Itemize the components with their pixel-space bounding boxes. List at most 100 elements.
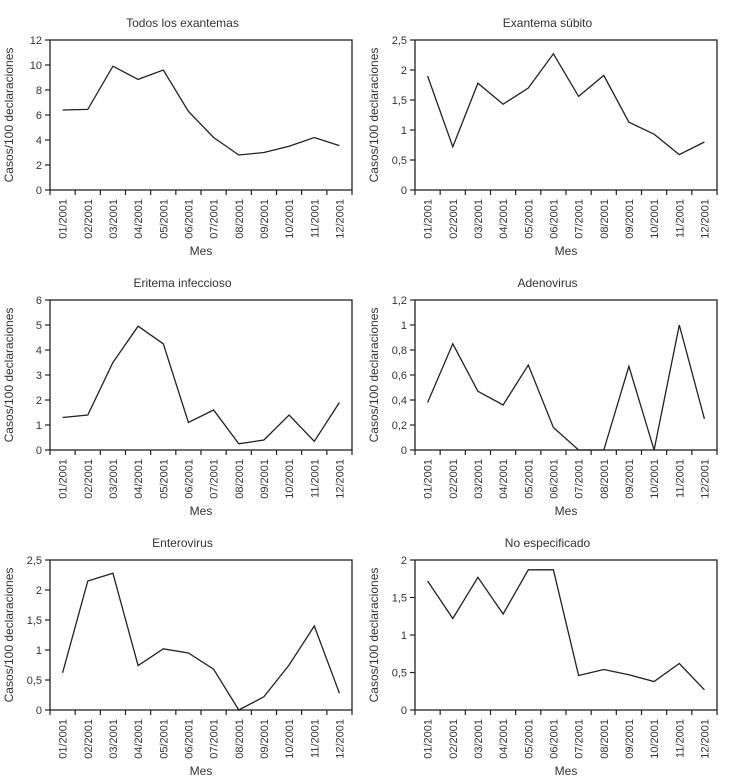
y-tick-label: 2 xyxy=(36,585,42,597)
x-tick-label: 03/2001 xyxy=(108,459,120,499)
y-tick-label: 10 xyxy=(30,60,42,72)
chart-title: Adenovirus xyxy=(517,276,578,290)
x-tick-label: 02/2001 xyxy=(83,459,95,499)
y-axis-title: Casos/100 declaraciones xyxy=(2,48,16,183)
y-tick-label: 1,5 xyxy=(392,593,407,605)
line-chart-exantema-subito: 0 0,5 1 1,5 2 2,5 01/2001 02/2001 03/2001 04/2001… xyxy=(367,35,718,258)
line-chart-adenovirus: 0 0,2 0,4 0,6 0,8 1 1,2 01/2001 02/2001 03/2001 04… xyxy=(367,295,718,518)
x-tick-label: 04/2001 xyxy=(133,719,145,759)
y-tick-label: 2,5 xyxy=(27,555,42,567)
y-tick-label: 0 xyxy=(36,705,42,717)
x-tick-label: 09/2001 xyxy=(259,459,271,499)
y-tick-label: 0,5 xyxy=(392,155,407,167)
x-tick-label: 04/2001 xyxy=(498,459,510,499)
chart-title: Todos los exantemas xyxy=(126,16,239,30)
y-tick-label: 1,2 xyxy=(392,295,407,307)
x-tick-label: 12/2001 xyxy=(699,459,711,499)
y-tick-label: 1,5 xyxy=(27,615,42,627)
x-tick-label: 07/2001 xyxy=(209,459,221,499)
y-axis-title: Casos/100 declaraciones xyxy=(367,568,381,703)
plot-frame xyxy=(49,559,353,711)
y-axis-title: Casos/100 declaraciones xyxy=(367,48,381,183)
x-tick-label: 07/2001 xyxy=(209,199,221,239)
x-tick-label: 01/2001 xyxy=(58,719,70,759)
x-tick-label: 01/2001 xyxy=(58,459,70,499)
x-tick-label: 10/2001 xyxy=(284,199,296,239)
y-tick-label: 1 xyxy=(401,630,407,642)
x-tick-label: 03/2001 xyxy=(473,199,485,239)
y-tick-label: 2 xyxy=(401,65,407,77)
y-tick-label: 4 xyxy=(36,135,42,147)
y-tick-label: 6 xyxy=(36,295,42,307)
x-axis-title: Mes xyxy=(555,764,578,778)
x-tick-label: 03/2001 xyxy=(473,719,485,759)
chart-title: Enterovirus xyxy=(152,536,213,550)
x-tick-label: 08/2001 xyxy=(599,459,611,499)
x-tick-label: 06/2001 xyxy=(548,719,560,759)
x-tick-label: 01/2001 xyxy=(423,459,435,499)
x-tick-label: 12/2001 xyxy=(699,199,711,239)
x-tick-label: 08/2001 xyxy=(599,719,611,759)
chart-panel-no-especificado: No especificado 0 0,5 1 1,5 2 01/2001 02/2001 0… xyxy=(365,520,730,780)
x-tick-label: 09/2001 xyxy=(259,199,271,239)
x-tick-label: 12/2001 xyxy=(334,719,346,759)
y-tick-label: 8 xyxy=(36,85,42,97)
x-tick-label: 05/2001 xyxy=(158,459,170,499)
y-tick-label: 1,5 xyxy=(392,95,407,107)
x-tick-label: 10/2001 xyxy=(649,199,661,239)
y-tick-label: 0,2 xyxy=(392,420,407,432)
y-tick-label: 1 xyxy=(401,125,407,137)
plot-frame xyxy=(414,559,718,711)
x-tick-label: 11/2001 xyxy=(674,199,686,238)
x-tick-label: 03/2001 xyxy=(108,719,120,759)
x-tick-label: 06/2001 xyxy=(183,459,195,499)
x-tick-label: 02/2001 xyxy=(83,719,95,759)
y-tick-label: 0 xyxy=(401,185,407,197)
y-tick-label: 2 xyxy=(36,160,42,172)
data-series-line xyxy=(62,65,340,156)
y-tick-label: 0 xyxy=(36,185,42,197)
x-tick-label: 02/2001 xyxy=(448,459,460,499)
x-tick-label: 06/2001 xyxy=(183,719,195,759)
x-tick-label: 01/2001 xyxy=(423,719,435,759)
data-series-line xyxy=(427,324,706,451)
chart-panel-eritema-infeccioso: Eritema infeccioso 0 1 2 3 4 5 6 01/2001 02/2001… xyxy=(0,260,365,520)
x-tick-label: 11/2001 xyxy=(309,199,321,238)
x-tick-label: 01/2001 xyxy=(423,199,435,239)
y-tick-label: 2,5 xyxy=(392,35,407,47)
x-tick-label: 03/2001 xyxy=(473,459,485,499)
x-axis-title: Mes xyxy=(190,764,213,778)
x-tick-label: 02/2001 xyxy=(448,719,460,759)
y-tick-label: 0,4 xyxy=(392,395,407,407)
x-tick-label: 10/2001 xyxy=(284,719,296,759)
x-tick-label: 10/2001 xyxy=(284,459,296,499)
line-chart-todos-los-exantemas: 0 2 4 6 8 10 12 01/2001 02/2001 03/2001 04/2001 05/… xyxy=(2,35,353,258)
x-tick-label: 08/2001 xyxy=(234,199,246,239)
y-tick-label: 2 xyxy=(36,395,42,407)
y-tick-label: 0 xyxy=(401,705,407,717)
x-tick-label: 09/2001 xyxy=(259,719,271,759)
x-tick-label: 07/2001 xyxy=(209,719,221,759)
chart-panel-exantema-subito: Exantema súbito 0 0,5 1 1,5 2 2,5 01/2001 02/20… xyxy=(365,0,730,260)
x-tick-label: 12/2001 xyxy=(699,719,711,759)
data-series-line xyxy=(61,572,341,711)
x-tick-label: 02/2001 xyxy=(448,199,460,239)
x-tick-label: 01/2001 xyxy=(58,199,70,239)
x-axis-title: Mes xyxy=(190,244,213,258)
x-axis-title: Mes xyxy=(190,504,213,518)
x-tick-label: 05/2001 xyxy=(158,199,170,239)
x-tick-label: 04/2001 xyxy=(133,199,145,239)
y-tick-label: 0,5 xyxy=(392,668,407,680)
x-tick-label: 05/2001 xyxy=(523,719,535,759)
y-tick-label: 12 xyxy=(30,35,42,47)
chart-title: No especificado xyxy=(504,536,591,550)
y-tick-label: 0,6 xyxy=(392,370,407,382)
x-tick-label: 10/2001 xyxy=(649,459,661,499)
y-tick-label: 1 xyxy=(401,320,407,332)
x-axis-title: Mes xyxy=(555,244,578,258)
x-tick-label: 03/2001 xyxy=(108,199,120,239)
data-series-line xyxy=(426,52,705,156)
y-tick-label: 4 xyxy=(36,345,42,357)
line-chart-no-especificado: 0 0,5 1 1,5 2 01/2001 02/2001 03/2001 04/2001 05/… xyxy=(367,555,718,778)
plot-frame xyxy=(49,39,353,191)
